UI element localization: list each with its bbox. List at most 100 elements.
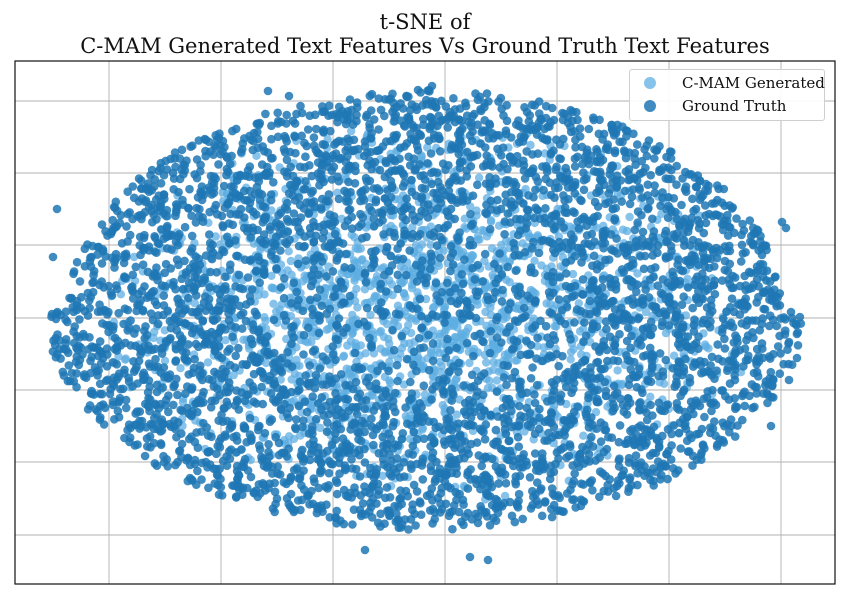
ground-truth-point <box>700 412 709 422</box>
ground-truth-point <box>576 306 586 316</box>
ground-truth-point <box>703 387 712 396</box>
ground-truth-point <box>468 219 477 229</box>
ground-truth-point <box>169 400 178 410</box>
ground-truth-point <box>386 176 396 186</box>
ground-truth-point <box>717 198 727 207</box>
ground-truth-point <box>587 432 596 442</box>
ground-truth-point <box>578 275 588 284</box>
ground-truth-point <box>467 370 477 380</box>
ground-truth-point <box>396 486 405 495</box>
generated-point <box>617 380 626 390</box>
generated-point <box>495 322 504 332</box>
ground-truth-point <box>579 168 588 177</box>
ground-truth-point <box>287 322 296 332</box>
ground-truth-point <box>669 194 679 203</box>
ground-truth-point <box>257 160 267 169</box>
ground-truth-point <box>554 394 564 403</box>
ground-truth-point <box>457 270 467 279</box>
ground-truth-point <box>125 437 134 447</box>
ground-truth-point <box>120 250 129 260</box>
ground-truth-point <box>272 264 281 273</box>
generated-point <box>370 293 379 303</box>
ground-truth-point <box>112 281 121 290</box>
generated-point <box>267 283 276 292</box>
generated-point <box>276 375 285 384</box>
ground-truth-point <box>259 373 268 383</box>
ground-truth-point <box>460 255 469 264</box>
ground-truth-point <box>486 410 496 420</box>
ground-truth-point <box>415 229 425 239</box>
ground-truth-point <box>497 297 507 306</box>
ground-truth-point <box>350 348 360 358</box>
ground-truth-point <box>544 428 553 438</box>
ground-truth-point <box>458 279 468 289</box>
ground-truth-point <box>449 94 458 103</box>
ground-truth-point <box>424 136 434 145</box>
generated-point <box>646 392 655 401</box>
ground-truth-point <box>255 278 264 288</box>
generated-point <box>531 289 540 298</box>
ground-truth-point <box>380 270 389 280</box>
ground-truth-point <box>517 389 527 399</box>
generated-point <box>436 367 445 377</box>
generated-point <box>520 427 529 436</box>
ground-truth-point <box>266 190 276 199</box>
ground-truth-point <box>58 367 68 377</box>
ground-truth-point <box>507 511 517 521</box>
ground-truth-point <box>620 186 630 196</box>
ground-truth-point <box>299 350 308 359</box>
generated-point <box>486 303 495 312</box>
ground-truth-point <box>257 382 266 392</box>
ground-truth-point <box>730 375 740 385</box>
ground-truth-point <box>302 407 312 417</box>
ground-truth-point <box>520 412 529 422</box>
ground-truth-point <box>393 270 403 280</box>
ground-truth-point <box>740 271 749 281</box>
generated-point <box>176 364 185 373</box>
generated-point <box>380 372 390 382</box>
ground-truth-point <box>500 230 509 239</box>
ground-truth-point <box>678 266 688 276</box>
ground-truth-point <box>740 344 750 353</box>
ground-truth-point <box>676 391 685 401</box>
ground-truth-point <box>393 376 402 386</box>
ground-truth-point <box>237 324 247 333</box>
generated-point <box>438 400 447 410</box>
ground-truth-point <box>392 130 402 140</box>
generated-point <box>473 231 483 241</box>
ground-truth-point <box>582 231 592 240</box>
ground-truth-point <box>372 499 381 508</box>
ground-truth-point <box>409 360 418 370</box>
generated-point <box>316 423 325 433</box>
generated-point <box>566 347 576 357</box>
ground-truth-point <box>98 354 108 363</box>
ground-truth-point <box>527 100 537 110</box>
ground-truth-point <box>172 374 181 384</box>
generated-point <box>474 173 484 182</box>
ground-truth-point <box>385 227 395 237</box>
generated-point <box>350 276 359 285</box>
ground-truth-point <box>482 151 492 160</box>
generated-point <box>385 339 394 348</box>
ground-truth-point <box>181 348 191 358</box>
ground-truth-point <box>638 193 647 202</box>
ground-truth-point <box>66 376 75 386</box>
ground-truth-point <box>626 365 636 374</box>
ground-truth-point <box>748 316 757 325</box>
ground-truth-point <box>737 240 747 250</box>
ground-truth-point <box>558 351 567 361</box>
ground-truth-point <box>562 294 572 304</box>
ground-truth-point <box>121 403 131 413</box>
ground-truth-point <box>292 415 301 424</box>
generated-point <box>566 355 575 364</box>
ground-truth-point <box>625 199 635 209</box>
ground-truth-point <box>465 131 475 140</box>
ground-truth-point <box>163 306 172 316</box>
ground-truth-point <box>293 496 303 505</box>
ground-truth-point <box>378 216 387 225</box>
ground-truth-point <box>667 147 676 157</box>
generated-point <box>418 423 427 433</box>
ground-truth-point <box>497 151 506 160</box>
ground-truth-point <box>615 329 624 339</box>
